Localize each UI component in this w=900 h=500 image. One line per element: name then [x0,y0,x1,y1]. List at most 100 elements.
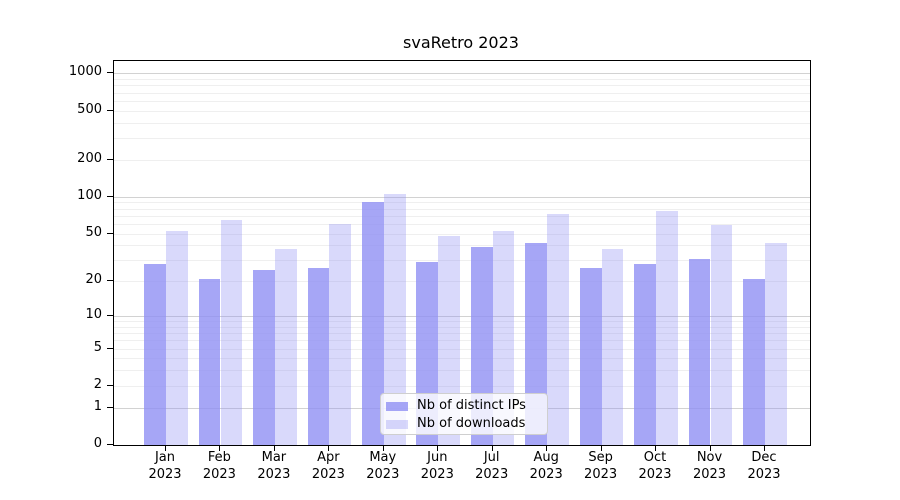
x-tickmark-aug [546,445,548,451]
x-tickmark-may [382,445,384,451]
bar-distinct-ips-jan [144,263,166,445]
y-gridline-300 [114,138,810,139]
y-tickmark-2 [107,384,113,386]
y-gridline-700 [114,92,810,94]
x-tick-label-apr: Apr 2023 [311,450,345,482]
y-gridline-100 [114,196,810,198]
y-gridline-5 [114,348,810,350]
bar-downloads-oct [656,210,678,445]
plot-area: Nb of distinct IPs Nb of downloads [113,60,811,446]
y-gridline-60 [114,223,810,225]
y-tick-label-2: 2 [93,376,102,392]
y-gridline-400 [114,122,810,124]
bar-downloads-apr [329,223,352,445]
y-gridline-50 [114,233,810,235]
y-tick-label-200: 200 [77,150,102,166]
y-tick-label-100: 100 [77,187,102,203]
bar-distinct-ips-dec [743,278,765,445]
x-tick-label-oct: Oct 2023 [638,450,672,482]
y-tickmark-50 [107,232,113,234]
x-tick-label-nov: Nov 2023 [692,450,727,482]
y-tick-label-20: 20 [85,272,102,288]
y-tick-label-10: 10 [85,307,102,322]
bar-downloads-mar [274,249,297,445]
y-gridline-90 [114,202,810,204]
y-gridline-40 [114,245,810,247]
bar-downloads-nov [710,224,733,445]
y-gridline-70 [114,215,810,217]
y-gridline-600 [114,100,810,102]
y-tickmark-20 [107,280,113,282]
y-tick-label-5: 5 [93,339,102,355]
bar-downloads-may [383,194,406,445]
legend-item-downloads: Nb of downloads [381,415,547,433]
bar-distinct-ips-feb [198,278,221,445]
legend-swatch-downloads-icon [386,419,408,429]
y-tickmark-200 [107,158,113,160]
bar-distinct-ips-mar [253,269,275,445]
x-tick-label-mar: Mar 2023 [257,450,291,482]
bar-distinct-ips-sep [579,267,602,445]
bar-distinct-ips-oct [634,263,657,445]
x-tick-label-dec: Dec 2023 [747,450,781,482]
x-tickmark-jun [437,445,439,451]
y-gridline-200 [114,159,810,161]
legend: Nb of distinct IPs Nb of downloads [380,393,548,435]
y-gridline-6 [114,340,810,342]
chart-title: svaRetro 2023 [403,33,519,52]
y-gridline-800 [114,85,810,87]
y-tick-label-1: 1 [93,398,102,414]
y-tickmark-0 [107,444,113,445]
y-gridline-2 [114,385,810,387]
bar-downloads-jan [166,231,188,445]
x-tickmark-mar [273,445,275,451]
x-tick-label-aug: Aug 2023 [529,450,563,482]
y-gridline-4 [114,358,810,360]
x-tick-label-jul: Jul 2023 [475,450,509,482]
y-gridline-7 [114,333,810,335]
x-tick-label-jun: Jun 2023 [420,450,454,482]
y-tickmark-10 [107,315,113,316]
x-tickmark-apr [328,445,330,451]
y-tick-label-1000: 1000 [68,64,102,80]
y-gridline-80 [114,208,810,210]
x-tickmark-oct [655,445,656,451]
bar-downloads-jul [492,231,515,445]
y-gridline-500 [114,110,810,112]
x-tick-label-sep: Sep 2023 [584,450,618,482]
x-tick-label-may: May 2023 [366,450,400,482]
legend-label-downloads: Nb of downloads [417,416,526,431]
y-tick-label-0: 0 [93,436,102,451]
legend-swatch-distinct-ips-icon [386,401,408,411]
y-tick-label-500: 500 [77,101,102,117]
x-tickmark-sep [600,445,602,451]
y-tickmark-100 [107,195,113,197]
y-gridline-8 [114,326,810,328]
y-tickmark-1 [107,406,113,408]
x-tick-label-feb: Feb 2023 [202,450,236,482]
legend-item-distinct-ips: Nb of distinct IPs [381,397,547,415]
y-tickmark-500 [107,109,113,111]
y-tickmark-5 [107,347,113,349]
y-gridline-3 [114,370,810,372]
x-tickmark-jan [165,445,166,451]
bar-distinct-ips-nov [688,258,711,445]
bar-downloads-sep [601,249,624,445]
bar-downloads-jun [438,235,461,445]
y-tickmark-1000 [107,72,113,74]
x-tickmark-nov [709,445,711,451]
x-tickmark-jul [491,445,493,451]
bar-distinct-ips-apr [307,267,330,445]
bar-downloads-dec [765,242,787,445]
bar-downloads-aug [547,214,569,445]
y-gridline-20 [114,281,810,283]
y-gridline-9 [114,321,810,323]
y-gridline-1000 [114,73,810,75]
y-gridline-30 [114,260,810,262]
bar-downloads-feb [220,219,243,445]
x-tick-label-jan: Jan 2023 [148,450,182,482]
x-tickmark-dec [764,445,765,451]
y-gridline-900 [114,79,810,80]
x-tickmark-feb [219,445,221,451]
